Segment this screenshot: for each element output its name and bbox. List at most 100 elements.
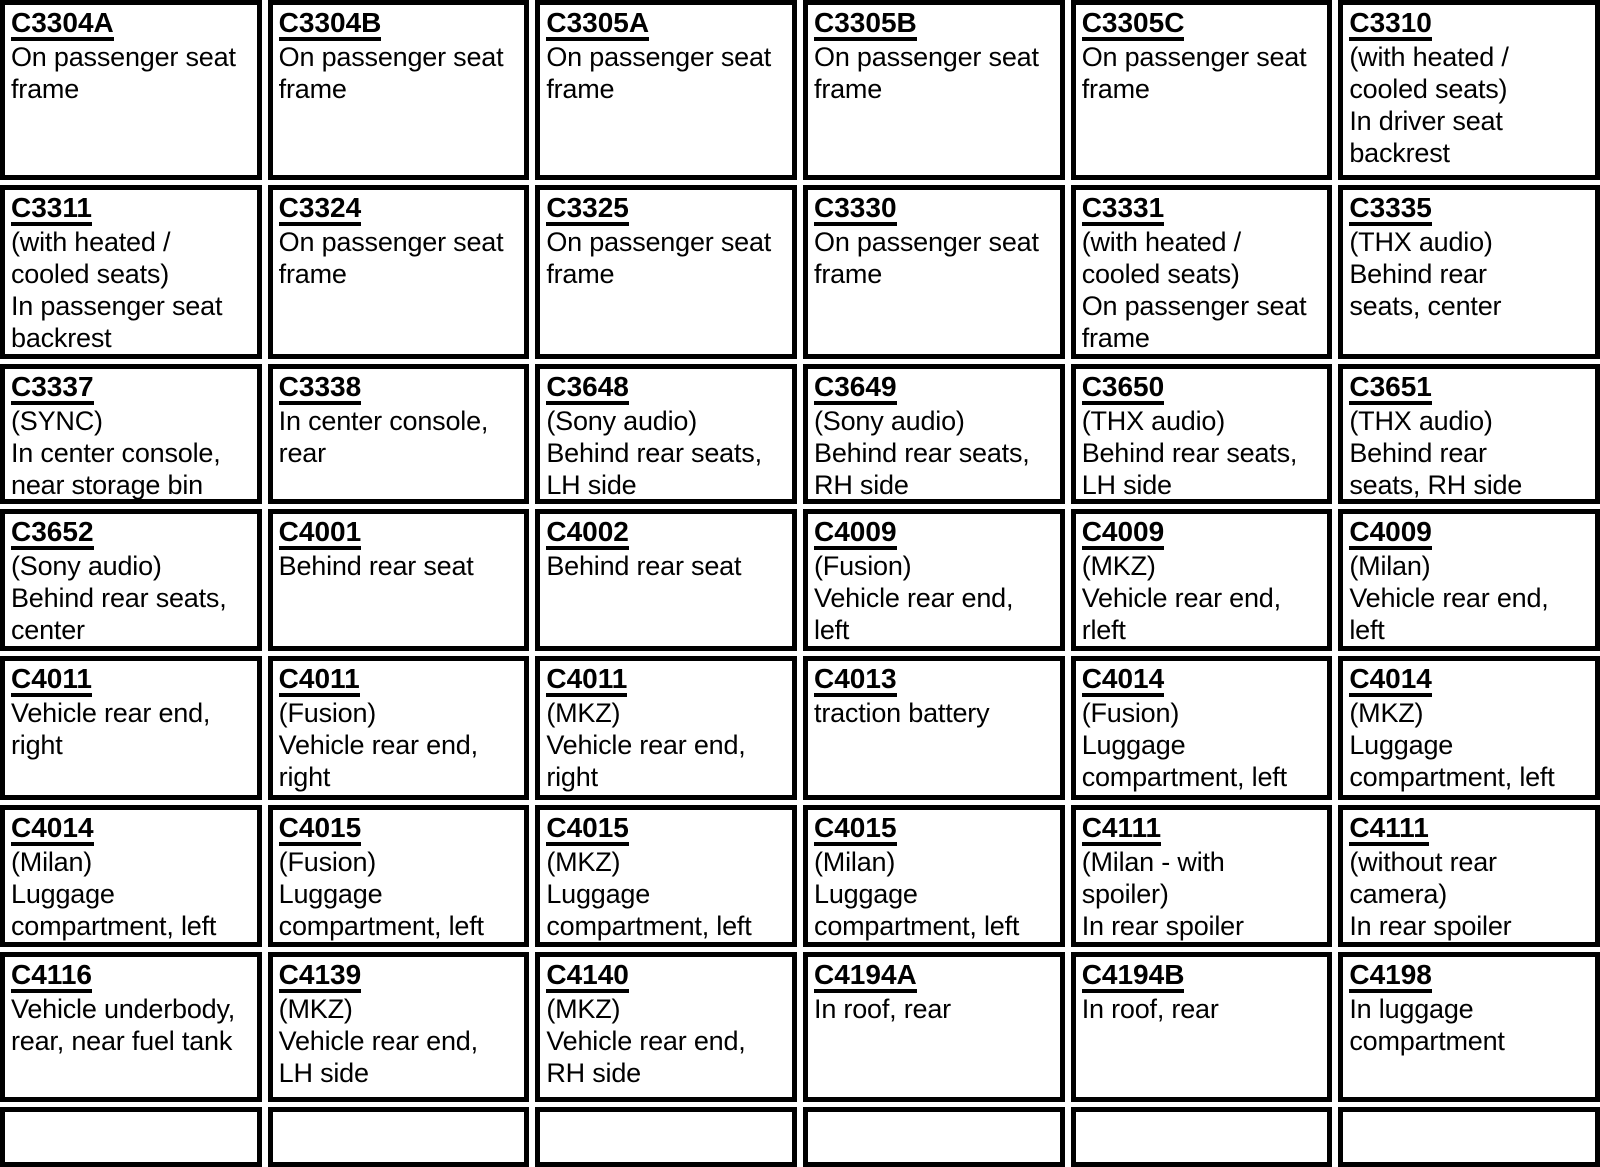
- connector-code: C4002: [546, 515, 786, 550]
- connector-cell: C4198 In luggage compartment: [1338, 952, 1600, 1102]
- connector-location-line: Behind rear seats,: [1081, 438, 1298, 468]
- connector-cell: C4194A In roof, rear: [803, 952, 1065, 1102]
- connector-location-line: (Milan): [11, 847, 93, 877]
- connector-cell: C3305C On passenger seat frame: [1070, 0, 1333, 180]
- connector-code: C4014: [1349, 662, 1589, 697]
- connector-location-line: In rear spoiler: [1349, 911, 1512, 941]
- connector-location-line: Vehicle rear end,: [814, 583, 1014, 613]
- connector-location-line: Luggage: [278, 879, 383, 909]
- connector-location-line: In center console,: [278, 406, 489, 436]
- connector-location-line: (Sony audio): [11, 551, 162, 581]
- connector-code: C3651: [1349, 370, 1589, 405]
- connector-code-text: C3649: [814, 372, 897, 405]
- connector-code-text: C4013: [814, 664, 897, 697]
- connector-code-text: C4116: [11, 960, 92, 993]
- connector-code: C4009: [814, 515, 1054, 550]
- connector-location-line: Behind rear seats,: [11, 583, 227, 613]
- connector-code: C3650: [1081, 370, 1322, 405]
- connector-location-line: In center console,: [11, 438, 221, 468]
- connector-location-line: Behind rear: [1349, 438, 1487, 468]
- connector-location-line: (MKZ): [278, 994, 353, 1024]
- connector-code: C3331: [1081, 191, 1322, 226]
- connector-code: C3305B: [814, 6, 1054, 41]
- table-row: C4116 Vehicle underbody, rear, near fuel t…: [0, 952, 1600, 1102]
- connector-location-line: On passenger seat: [814, 42, 1039, 72]
- connector-code: C4001: [278, 515, 519, 550]
- connector-location-line: On passenger seat: [546, 42, 772, 72]
- connector-cell: C3337 (SYNC) In center console, near storag…: [0, 364, 262, 504]
- connector-cell: C3331 (with heated / cooled seats) On passe…: [1070, 185, 1333, 359]
- connector-location-line: In luggage: [1349, 994, 1474, 1024]
- connector-code: C3324: [278, 191, 519, 226]
- connector-location-line: Vehicle rear end,: [1081, 583, 1281, 613]
- connector-location-line: LH side: [1081, 470, 1172, 500]
- connector-location-line: Vehicle rear end,: [11, 698, 211, 728]
- connector-code-text: C4014: [1349, 664, 1432, 697]
- connector-cell: [1070, 1107, 1333, 1167]
- connector-location-line: frame: [11, 74, 80, 104]
- connector-location-line: (Milan): [814, 847, 896, 877]
- connector-location-line: Behind rear seats,: [814, 438, 1030, 468]
- connector-location-line: On passenger seat: [278, 42, 504, 72]
- connector-cell: C3310 (with heated / cooled seats) In drive…: [1338, 0, 1600, 180]
- connector-cell: C4111 (without rear camera) In rear spoiler: [1338, 805, 1600, 947]
- connector-location-line: Vehicle rear end,: [546, 730, 746, 760]
- connector-location-line: Vehicle rear end,: [278, 1026, 478, 1056]
- connector-location-line: RH side: [546, 1058, 641, 1088]
- connector-cell: C4139 (MKZ) Vehicle rear end, LH side: [267, 952, 530, 1102]
- connector-cell: C4011 (MKZ) Vehicle rear end, right: [535, 656, 798, 800]
- connector-code-text: C4014: [11, 813, 94, 846]
- connector-cell: [267, 1107, 530, 1167]
- connector-code-text: C3337: [11, 372, 94, 405]
- connector-location-line: Luggage: [1081, 730, 1186, 760]
- connector-location-line: (Milan - with: [1081, 847, 1225, 877]
- connector-cell: C4013 traction battery: [803, 656, 1065, 800]
- connector-location-line: On passenger seat: [546, 227, 772, 257]
- connector-location-line: compartment, left: [1349, 762, 1555, 792]
- connector-code: C4111: [1081, 811, 1322, 846]
- connector-cell: C3305A On passenger seat frame: [535, 0, 798, 180]
- connector-cell: C3335 (THX audio) Behind rear seats, center: [1338, 185, 1600, 359]
- connector-cell: C3338 In center console, rear: [267, 364, 530, 504]
- connector-code-text: C4111: [1349, 813, 1429, 846]
- connector-cell: C4014 (Fusion) Luggage compartment, left: [1070, 656, 1333, 800]
- connector-cell: C4002 Behind rear seat: [535, 509, 798, 651]
- connector-location-line: (without rear: [1349, 847, 1497, 877]
- connector-location-line: (Milan): [1349, 551, 1431, 581]
- connector-cell: C4001 Behind rear seat: [267, 509, 530, 651]
- connector-code-text: C4111: [1081, 813, 1162, 846]
- connector-code: C4014: [1081, 662, 1322, 697]
- connector-location-line: camera): [1349, 879, 1447, 909]
- connector-location-line: In rear spoiler: [1081, 911, 1244, 941]
- connector-code: C3330: [814, 191, 1054, 226]
- connector-cell: C4015 (Milan) Luggage compartment, left: [803, 805, 1065, 947]
- connector-cell: C3304B On passenger seat frame: [267, 0, 530, 180]
- table-row: C4014 (Milan) Luggage compartment, left C401…: [0, 805, 1600, 947]
- connector-code: C3305C: [1081, 6, 1322, 41]
- connector-code: C4140: [546, 958, 786, 993]
- connector-location-line: Vehicle rear end,: [278, 730, 478, 760]
- connector-code: C4011: [11, 662, 251, 697]
- connector-cell: [803, 1107, 1065, 1167]
- connector-location-line: compartment, left: [546, 911, 752, 941]
- connector-code: C4014: [11, 811, 251, 846]
- connector-code: C4194B: [1081, 958, 1322, 993]
- connector-cell: C3652 (Sony audio) Behind rear seats, cente…: [0, 509, 262, 651]
- connector-location-line: Behind rear: [1349, 259, 1487, 289]
- connector-location-line: (Fusion): [278, 847, 377, 877]
- connector-location-line: frame: [1081, 74, 1150, 104]
- connector-code-text: C4015: [546, 813, 629, 846]
- connector-cell: C3324 On passenger seat frame: [267, 185, 530, 359]
- connector-location-line: right: [11, 730, 63, 760]
- connector-code-text: C3310: [1349, 8, 1432, 41]
- connector-code: C3652: [11, 515, 251, 550]
- connector-location-line: seats, center: [1349, 291, 1502, 321]
- connector-code: C3337: [11, 370, 251, 405]
- connector-location-line: right: [546, 762, 598, 792]
- connector-code-text: C4001: [278, 517, 362, 550]
- connector-location-line: compartment: [1349, 1026, 1505, 1056]
- connector-cell: C4014 (MKZ) Luggage compartment, left: [1338, 656, 1600, 800]
- connector-code: C3648: [546, 370, 786, 405]
- connector-code-text: C4140: [546, 960, 629, 993]
- connector-location-line: (Sony audio): [546, 406, 698, 436]
